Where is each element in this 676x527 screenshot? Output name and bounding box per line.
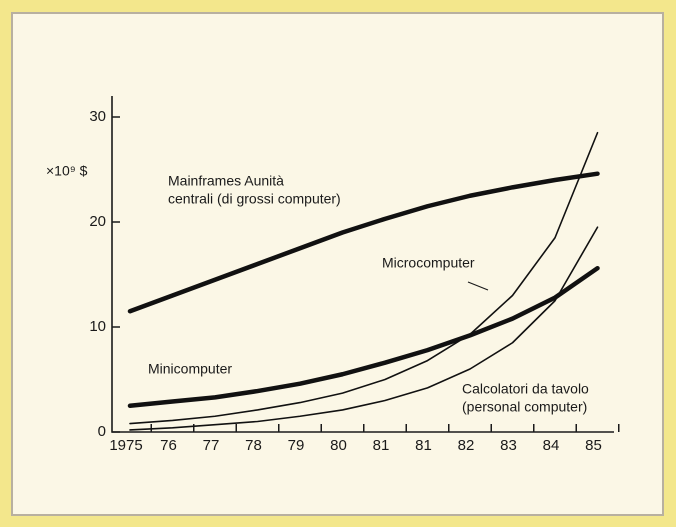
y-tick-label: 20 [89,213,106,230]
series-line [129,226,599,431]
series-label: (personal computer) [462,399,587,415]
x-tick-label: 83 [500,437,517,454]
series-label: Mainframes Aunità [168,173,284,189]
series-line [129,131,599,425]
series-line [127,265,600,408]
x-tick-label: 80 [330,437,347,454]
x-tick-label: 84 [543,437,560,454]
x-tick-label: 77 [203,437,220,454]
series-label: centrali (di grossi computer) [168,191,341,207]
y-unit: ×10⁹ $ [46,163,88,179]
x-tick-label: 78 [245,437,262,454]
series-label: Calcolatori da tavolo [462,381,589,397]
series-label: Microcomputer [382,255,475,271]
x-tick-label: 1975 [109,437,142,454]
x-tick-label: 81 [415,437,432,454]
x-tick-label: 79 [288,437,305,454]
y-tick-label: 30 [89,108,106,125]
series-label: Minicomputer [148,361,232,377]
x-tick-label: 76 [160,437,177,454]
y-tick-label: 10 [89,318,106,335]
series-line [127,171,600,314]
pointer [467,281,489,291]
y-tick-label: 0 [98,423,106,440]
x-tick-label: 82 [458,437,475,454]
x-tick-label: 85 [585,437,602,454]
x-tick-label: 81 [373,437,390,454]
